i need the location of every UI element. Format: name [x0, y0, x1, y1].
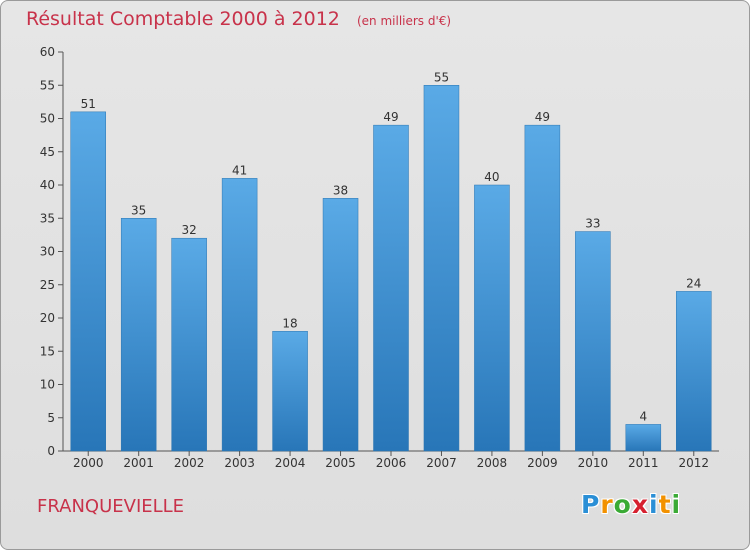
- x-tick-label: 2010: [578, 456, 609, 470]
- bar: [322, 198, 359, 452]
- bar: [171, 237, 207, 452]
- bar-value-label: 24: [686, 276, 701, 290]
- bar: [575, 231, 611, 452]
- bar-value-label: 4: [639, 409, 647, 423]
- bar: [70, 111, 106, 452]
- y-tick-label: 30: [40, 245, 55, 259]
- bar: [221, 178, 258, 452]
- bar: [373, 124, 409, 452]
- bar: [272, 331, 308, 452]
- bar-value-label: 18: [282, 316, 297, 330]
- x-tick-label: 2002: [174, 456, 205, 470]
- bar-value-label: 41: [232, 163, 247, 177]
- chart-unit-note: (en milliers d'€): [356, 14, 452, 28]
- bar-value-label: 35: [131, 203, 146, 217]
- bar: [423, 85, 460, 452]
- y-tick-label: 15: [40, 344, 55, 358]
- bar: [524, 124, 561, 452]
- x-tick-label: 2008: [477, 456, 508, 470]
- y-tick-label: 10: [40, 378, 55, 392]
- logo-letter: r: [600, 490, 614, 519]
- chart-title: Résultat Comptable 2000 à 2012 (en milli…: [26, 8, 451, 30]
- x-tick-label: 2003: [224, 456, 255, 470]
- y-tick-label: 60: [40, 45, 55, 59]
- y-tick-label: 5: [47, 411, 55, 425]
- logo-letter: t: [658, 490, 672, 519]
- x-tick-label: 2005: [325, 456, 356, 470]
- logo-letter: i: [649, 490, 659, 519]
- logo-letter: o: [613, 490, 632, 519]
- y-tick-label: 40: [40, 178, 55, 192]
- proxiti-logo[interactable]: Proxiti: [581, 490, 681, 519]
- bar: [474, 184, 510, 452]
- commune-name: FRANQUEVIELLE: [37, 496, 185, 517]
- y-tick-label: 0: [47, 444, 55, 458]
- bar-value-label: 55: [434, 70, 449, 84]
- logo-letter: P: [581, 490, 601, 519]
- logo-letter: x: [631, 490, 649, 519]
- logo-letter: i: [671, 490, 682, 519]
- x-tick-label: 2000: [73, 456, 104, 470]
- bar: [676, 291, 712, 452]
- bar-value-label: 49: [535, 110, 550, 124]
- y-tick-label: 50: [40, 112, 55, 126]
- bar: [120, 218, 157, 452]
- chart-title-text: Résultat Comptable 2000 à 2012: [26, 8, 340, 30]
- y-tick-label: 35: [40, 211, 55, 225]
- x-tick-label: 2007: [426, 456, 457, 470]
- bar-value-label: 32: [182, 223, 197, 237]
- bar-value-label: 49: [383, 110, 398, 124]
- x-tick-label: 2001: [123, 456, 154, 470]
- bar-value-label: 38: [333, 183, 348, 197]
- bar: [625, 424, 662, 452]
- bar-value-label: 33: [585, 217, 600, 231]
- y-tick-label: 55: [40, 78, 55, 92]
- bar-value-label: 51: [81, 97, 96, 111]
- x-tick-label: 2011: [628, 456, 659, 470]
- y-tick-label: 20: [40, 311, 55, 325]
- x-tick-label: 2009: [527, 456, 558, 470]
- y-tick-label: 45: [40, 145, 55, 159]
- bar-value-label: 40: [484, 170, 499, 184]
- x-tick-label: 2004: [275, 456, 306, 470]
- x-tick-label: 2006: [376, 456, 407, 470]
- y-tick-label: 25: [40, 278, 55, 292]
- x-tick-label: 2012: [678, 456, 709, 470]
